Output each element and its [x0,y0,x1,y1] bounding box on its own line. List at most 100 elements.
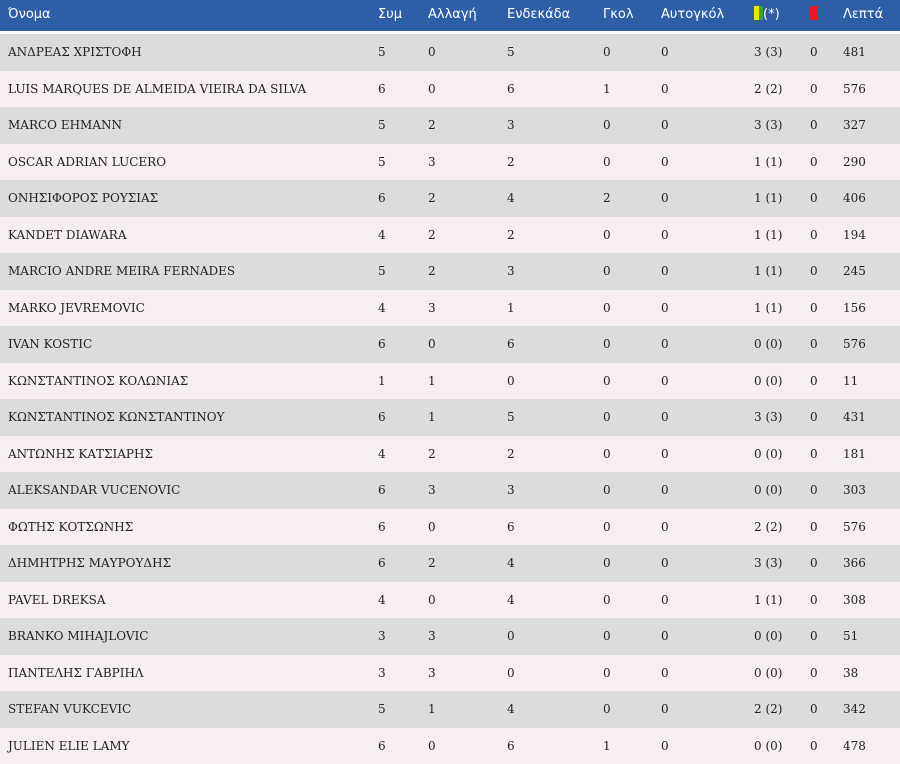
goals-value: 0 [603,107,661,144]
minutes-value: 290 [843,144,900,181]
player-name: STEFAN VUKCEVIC [0,691,378,728]
starts-value: 5 [507,399,603,436]
starts-value: 3 [507,107,603,144]
apps-value: 6 [378,728,428,764]
own-goals-value: 0 [661,691,754,728]
goals-value: 0 [603,472,661,509]
goals-value: 0 [603,34,661,71]
player-name: MARCIO ANDRE MEIRA FERNADES [0,253,378,290]
own-goals-value: 0 [661,728,754,764]
minutes-value: 245 [843,253,900,290]
player-name: ΑΝΔΡΕΑΣ ΧΡΙΣΤΟΦΗ [0,34,378,71]
goals-value: 0 [603,691,661,728]
table-header-row: Όνομα Συμ Αλλαγή Ενδεκάδα Γκολ Αυτογκόλ … [0,0,900,34]
yellow-cards-value: 0 (0) [754,472,810,509]
apps-value: 5 [378,34,428,71]
apps-value: 6 [378,326,428,363]
col-header-goals[interactable]: Γκολ [603,0,661,31]
subs-value: 0 [428,728,507,764]
subs-value: 0 [428,582,507,619]
own-goals-value: 0 [661,253,754,290]
player-name: ΔΗΜΗΤΡΗΣ ΜΑΥΡΟΥΔΗΣ [0,545,378,582]
apps-value: 6 [378,399,428,436]
starts-value: 6 [507,71,603,108]
goals-value: 0 [603,655,661,692]
col-header-starts[interactable]: Ενδεκάδα [507,0,603,31]
minutes-value: 431 [843,399,900,436]
yellow-cards-value: 1 (1) [754,253,810,290]
own-goals-value: 0 [661,107,754,144]
own-goals-value: 0 [661,290,754,327]
yellow-cards-value: 0 (0) [754,326,810,363]
player-name: BRANKO MIHAJLOVIC [0,618,378,655]
col-header-own-goals[interactable]: Αυτογκόλ [661,0,754,31]
own-goals-value: 0 [661,509,754,546]
subs-value: 2 [428,107,507,144]
minutes-value: 194 [843,217,900,254]
col-header-yellow[interactable]: (*) [754,0,810,31]
yellow-cards-value: 2 (2) [754,691,810,728]
goals-value: 0 [603,545,661,582]
subs-value: 1 [428,363,507,400]
player-name: MARKO JEVREMOVIC [0,290,378,327]
col-header-subs[interactable]: Αλλαγή [428,0,507,31]
minutes-value: 308 [843,582,900,619]
red-cards-value: 0 [810,34,843,71]
col-header-red[interactable] [810,0,843,31]
red-cards-value: 0 [810,253,843,290]
starts-value: 2 [507,144,603,181]
col-header-minutes[interactable]: Λεπτά [843,0,900,31]
yellow-cards-value: 0 (0) [754,655,810,692]
apps-value: 5 [378,691,428,728]
minutes-value: 576 [843,326,900,363]
minutes-value: 366 [843,545,900,582]
own-goals-value: 0 [661,326,754,363]
player-name: KANDET DIAWARA [0,217,378,254]
goals-value: 0 [603,363,661,400]
player-name: JULIEN ELIE LAMY [0,728,378,764]
apps-value: 5 [378,107,428,144]
red-cards-value: 0 [810,363,843,400]
subs-value: 3 [428,655,507,692]
yellow-cards-value: 0 (0) [754,436,810,473]
red-cards-value: 0 [810,436,843,473]
col-header-apps[interactable]: Συμ [378,0,428,31]
minutes-value: 576 [843,509,900,546]
yellow-header-suffix: (*) [763,7,780,22]
starts-value: 3 [507,472,603,509]
player-name: ΑΝΤΩΝΗΣ ΚΑΤΣΙΑΡΗΣ [0,436,378,473]
red-cards-value: 0 [810,144,843,181]
red-cards-value: 0 [810,545,843,582]
starts-value: 4 [507,545,603,582]
subs-value: 1 [428,399,507,436]
starts-value: 0 [507,655,603,692]
yellow-cards-value: 1 (1) [754,144,810,181]
own-goals-value: 0 [661,655,754,692]
goals-value: 0 [603,290,661,327]
col-header-name[interactable]: Όνομα [0,0,378,31]
player-name: ΚΩΝΣΤΑΝΤΙΝΟΣ ΚΩΝΣΤΑΝΤΙΝΟΥ [0,399,378,436]
apps-value: 4 [378,436,428,473]
goals-value: 2 [603,180,661,217]
